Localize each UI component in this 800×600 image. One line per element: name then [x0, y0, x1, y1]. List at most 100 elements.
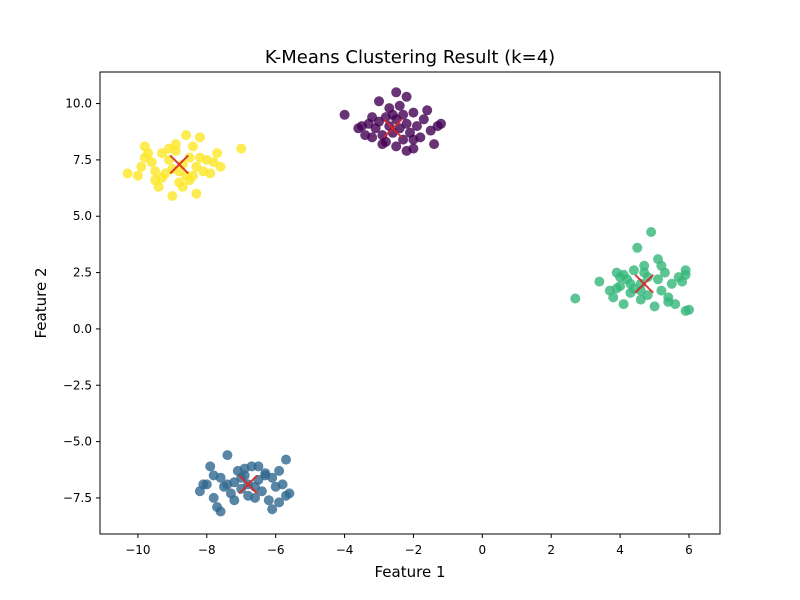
cluster-3-point — [628, 265, 639, 276]
cluster-2-point — [277, 479, 288, 490]
x-tick-label: −6 — [267, 543, 285, 557]
cluster-2-point — [250, 492, 260, 503]
centroid-marker-3 — [634, 274, 654, 294]
y-tick-label: −2.5 — [63, 378, 92, 392]
x-tick-label: −4 — [336, 543, 354, 557]
cluster-2-point — [274, 497, 285, 508]
cluster-3-point — [625, 278, 636, 289]
centroid-marker-1 — [383, 118, 403, 139]
cluster-3-point — [663, 296, 674, 307]
cluster-4-point — [132, 170, 143, 181]
cluster-4-point — [184, 152, 195, 163]
cluster-2-point — [274, 465, 285, 476]
cluster-4-point — [177, 181, 188, 192]
x-axis-label: Feature 1 — [375, 563, 446, 581]
cluster-2-point — [239, 463, 250, 474]
x-tick-label: −2 — [405, 543, 423, 557]
x-tick-label: 2 — [547, 543, 555, 557]
cluster-4-point — [194, 132, 205, 143]
cluster-4-point — [146, 157, 157, 168]
cluster-1-point — [360, 130, 371, 141]
cluster-4-point — [150, 166, 161, 177]
cluster-2-point — [260, 470, 271, 481]
cluster-2-point — [229, 495, 240, 506]
x-tick-label: −8 — [198, 543, 216, 557]
cluster-1-point — [422, 105, 433, 116]
y-tick-label: 0.0 — [73, 322, 92, 336]
cluster-2-point — [253, 461, 264, 472]
cluster-3-point — [649, 301, 660, 312]
points-layer — [122, 87, 694, 517]
cluster-4-point — [174, 166, 185, 177]
y-tick-label: 2.5 — [73, 266, 92, 280]
cluster-4-point — [153, 181, 164, 192]
cluster-2-point — [222, 450, 233, 461]
cluster-1-point — [436, 118, 446, 129]
cluster-1-point — [394, 100, 405, 111]
cluster-2-point — [205, 461, 216, 472]
x-tick-label: 0 — [479, 543, 487, 557]
y-tick-label: −7.5 — [63, 491, 92, 505]
cluster-3-point — [653, 274, 663, 285]
cluster-3-point — [632, 242, 643, 253]
cluster-3-point — [611, 283, 622, 294]
y-axis-ticks: −7.5 −5.0 −2.5 0.0 2.5 5.0 7.5 10.0 — [63, 97, 100, 505]
cluster-2-point — [215, 506, 226, 517]
cluster-4-point — [122, 168, 133, 179]
plot-area-frame — [99, 71, 721, 535]
cluster-3-point — [639, 267, 650, 278]
cluster-2-point — [263, 495, 274, 506]
centroid-marker-2 — [238, 474, 258, 495]
cluster-1-point — [429, 139, 440, 150]
cluster-1-point — [418, 114, 429, 125]
cluster-4-point — [236, 143, 247, 154]
cluster-1-point — [339, 109, 350, 120]
cluster-1-point — [367, 112, 378, 123]
cluster-4-point — [188, 141, 198, 152]
cluster-2-point — [208, 492, 219, 503]
cluster-3-point — [684, 304, 694, 315]
cluster-1-point — [411, 121, 422, 132]
cluster-3-point — [656, 260, 667, 271]
cluster-4-point — [215, 161, 226, 172]
y-tick-label: 7.5 — [73, 153, 92, 167]
cluster-4-point — [167, 191, 178, 201]
cluster-2-point — [256, 486, 267, 497]
cluster-4-point — [188, 170, 198, 181]
cluster-1-point — [391, 87, 402, 98]
cluster-1-point — [398, 109, 409, 120]
cluster-3-point — [618, 299, 629, 310]
cluster-1-point — [408, 134, 419, 145]
cluster-3-point — [570, 293, 581, 304]
cluster-4-point — [157, 172, 167, 183]
x-axis-ticks: −10 −8 −6 −4 −2 0 2 4 6 — [125, 534, 693, 557]
chart-title: K-Means Clustering Result (k=4) — [265, 47, 555, 68]
cluster-4-point — [143, 148, 154, 159]
cluster-2-point — [208, 470, 219, 481]
cluster-1-point — [391, 141, 402, 152]
cluster-4-point — [136, 161, 147, 172]
y-axis-label: Feature 2 — [32, 268, 50, 339]
cluster-3-point — [646, 227, 657, 237]
cluster-4-point — [205, 168, 216, 179]
cluster-4-point — [191, 188, 202, 199]
x-tick-label: 4 — [616, 543, 624, 557]
centroid-marker-4 — [169, 154, 189, 175]
cluster-4-point — [194, 152, 205, 163]
cluster-2-point — [198, 479, 209, 490]
y-tick-label: −5.0 — [63, 435, 92, 449]
centroid-layer — [169, 118, 654, 495]
cluster-3-point — [656, 285, 667, 296]
cluster-1-point — [353, 123, 364, 134]
cluster-3-point — [666, 278, 677, 289]
cluster-3-point — [594, 276, 605, 287]
cluster-1-point — [387, 109, 398, 120]
cluster-1-point — [408, 107, 419, 118]
y-tick-label: 5.0 — [73, 209, 92, 223]
cluster-4-point — [181, 130, 192, 141]
cluster-3-point — [680, 265, 691, 276]
x-tick-label: 6 — [685, 543, 693, 557]
cluster-4-point — [163, 143, 174, 154]
